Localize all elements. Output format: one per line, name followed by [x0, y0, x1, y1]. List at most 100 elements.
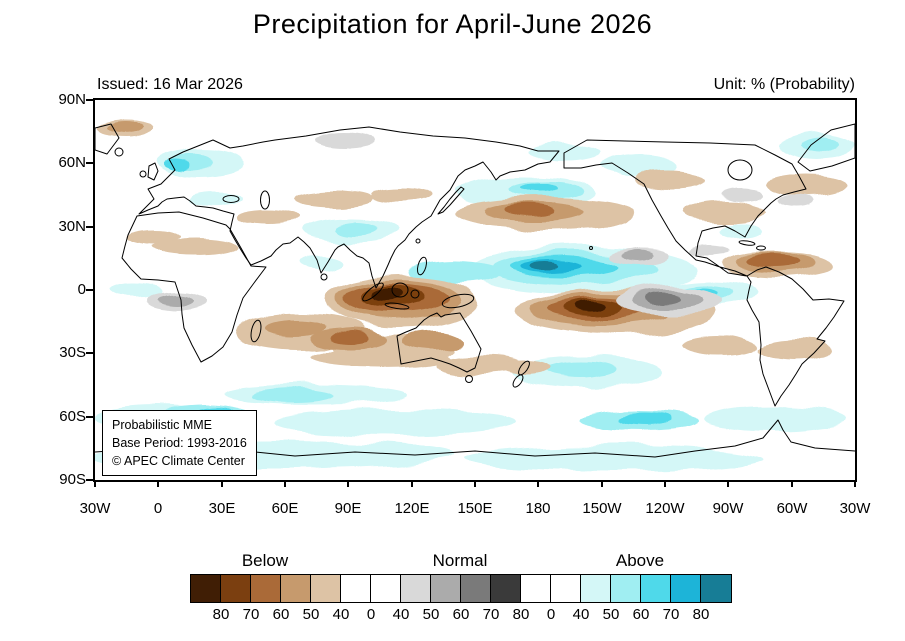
colorbar-cell	[221, 575, 251, 602]
x-tick-mark	[347, 480, 349, 487]
x-tick-label: 120W	[645, 500, 685, 517]
colorbar-tick-label: 50	[602, 606, 620, 623]
x-tick-mark	[791, 480, 793, 487]
info-line-copyright: © APEC Climate Center	[112, 454, 245, 469]
colorbar-cell	[611, 575, 641, 602]
colorbar-cell	[581, 575, 611, 602]
colorbar-cell	[281, 575, 311, 602]
colorbar-cell	[311, 575, 341, 602]
coastline-greenland-west-edge	[95, 123, 120, 155]
coastline-australia	[396, 312, 482, 373]
colorbar-cell	[401, 575, 431, 602]
coastline-hudson-bay	[727, 159, 753, 181]
colorbar	[190, 574, 732, 603]
coastline-sumatra	[362, 282, 384, 302]
x-tick-mark	[601, 480, 603, 487]
x-tick-label: 90E	[334, 500, 362, 517]
colorbar-tick-label: 80	[512, 606, 530, 623]
y-tick-label: 0	[77, 281, 86, 298]
y-tick-mark	[86, 479, 93, 481]
x-tick-label: 120E	[394, 500, 430, 517]
x-tick-mark	[537, 480, 539, 487]
coastline-sri-lanka	[320, 273, 328, 281]
colorbar-cell	[341, 575, 371, 602]
colorbar-tick-label: 70	[482, 606, 500, 623]
x-tick-mark	[94, 480, 96, 487]
coastline-madagascar	[250, 319, 262, 343]
info-line-base-period: Base Period: 1993-2016	[112, 436, 247, 451]
coastline-sulawesi	[410, 289, 420, 299]
y-tick-label: 60N	[58, 154, 86, 171]
coastline-borneo	[391, 282, 409, 298]
colorbar-tick-label: 0	[366, 606, 376, 623]
coastline-new-guinea	[441, 293, 475, 309]
coastline-taiwan	[415, 238, 421, 244]
x-tick-label: 60E	[271, 500, 299, 517]
map-plot-area: Probabilistic MME Base Period: 1993-2016…	[93, 98, 857, 482]
x-tick-label: 180	[525, 500, 551, 517]
colorbar-tick-label: 60	[272, 606, 290, 623]
legend-section-below: Below	[241, 551, 289, 570]
coastline-north-america	[563, 139, 807, 277]
colorbar-cell	[701, 575, 731, 602]
colorbar-cell	[521, 575, 551, 602]
coastline-hawaii	[589, 246, 593, 250]
below-normal-regions	[97, 119, 847, 376]
colorbar-tick-label: 70	[662, 606, 680, 623]
colorbar-tick-label: 60	[452, 606, 470, 623]
x-tick-label: 90W	[712, 500, 744, 517]
colorbar-cell	[551, 575, 581, 602]
unit-label: Unit: % (Probability)	[713, 76, 855, 93]
coastline-tasmania	[465, 375, 473, 383]
colorbar-tick-label: 0	[546, 606, 556, 623]
coastline-hispaniola	[756, 245, 766, 251]
colorbar-cell	[251, 575, 281, 602]
colorbar-tick-label: 80	[692, 606, 710, 623]
info-box: Probabilistic MME Base Period: 1993-2016…	[102, 410, 257, 477]
coastline-africa	[121, 211, 267, 363]
legend-section-above: Above	[615, 551, 665, 570]
coastline-caspian-sea	[260, 190, 270, 210]
colorbar-cell	[641, 575, 671, 602]
x-tick-mark	[727, 480, 729, 487]
anomaly-field	[95, 119, 855, 471]
figure-title: Precipitation for April-June 2026	[252, 9, 653, 39]
coastline-uk	[147, 162, 159, 181]
x-tick-mark	[664, 480, 666, 487]
x-tick-label: 30W	[839, 500, 871, 517]
x-tick-mark	[854, 480, 856, 487]
coastline-iceland	[114, 147, 124, 157]
x-tick-label: 30E	[208, 500, 236, 517]
x-tick-mark	[284, 480, 286, 487]
colorbar-tick-label: 70	[242, 606, 260, 623]
y-tick-label: 90S	[59, 471, 86, 488]
y-tick-mark	[86, 99, 93, 101]
y-tick-label: 30S	[59, 344, 86, 361]
y-tick-mark	[86, 352, 93, 354]
coastline-south-america	[746, 266, 845, 407]
colorbar-tick-label: 50	[302, 606, 320, 623]
near-normal-regions	[147, 132, 813, 314]
colorbar-tick-label: 80	[212, 606, 230, 623]
coastline-japan	[437, 186, 465, 215]
colorbar-cell	[431, 575, 461, 602]
colorbar-cell	[371, 575, 401, 602]
x-tick-label: 60W	[776, 500, 808, 517]
coastline-philippines	[416, 256, 428, 276]
x-tick-label: 150E	[457, 500, 493, 517]
colorbar-tick-label: 40	[572, 606, 590, 623]
legend-section-normal: Normal	[432, 551, 488, 570]
y-tick-label: 30N	[58, 218, 86, 235]
y-tick-mark	[86, 289, 93, 291]
coastline-black-sea	[222, 195, 240, 203]
coastline-ireland	[139, 170, 147, 178]
x-tick-label: 150W	[582, 500, 622, 517]
x-tick-label: 30W	[79, 500, 111, 517]
coastline-java	[384, 302, 410, 310]
coastline-greenland	[797, 123, 855, 172]
colorbar-tick-label: 50	[422, 606, 440, 623]
info-line-mme: Probabilistic MME	[112, 418, 213, 432]
x-tick-mark	[157, 480, 159, 487]
colorbar-cell	[461, 575, 491, 602]
